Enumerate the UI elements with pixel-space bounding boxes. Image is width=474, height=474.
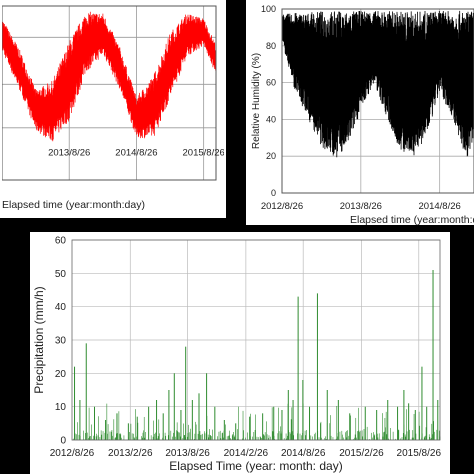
y-tick-label: 20 [266,151,276,161]
x-tick-label: 2015/2/26 [339,448,384,459]
x-tick-label: 2014/2/26 [224,448,269,459]
precipitation-chart: 0 10 20 30 40 50 60 2012/8/26 2013/2/26 2013/8/26… [32,236,442,474]
humidity-chart-panel: 0 20 40 60 80 100 2012/8/26 2013/8/26 2014/8/26 R… [246,0,474,225]
plot-area-border [281,8,474,194]
x-tick-label: 2013/8/26 [165,448,210,459]
temperature-chart-panel: 2013/8/26 2014/8/26 2015/8/26 Elapsed time … [0,0,226,218]
y-axis-label: Relative Humidity (%) [251,53,262,149]
x-tick-label: 2015/8/26 [183,148,224,159]
precipitation-chart-panel: 0 10 20 30 40 50 60 2012/8/26 2013/2/26 2013/8/26… [30,232,450,474]
humidity-series-line [281,10,474,158]
x-tick-label: 2012/8/26 [261,201,303,212]
plot-area-border [71,239,441,441]
y-tick-label: 80 [266,41,276,51]
y-axis-label: Precipitation (mm/h) [32,286,46,393]
x-axis-label: Elapsed time (year:month:day) [350,214,474,225]
y-tick-label: 100 [261,4,276,14]
y-tick-label: 0 [271,188,276,198]
y-tick-label: 40 [266,114,276,124]
temperature-chart: 2013/8/26 2014/8/26 2015/8/26 Elapsed time … [2,5,224,211]
x-tick-label: 2014/8/26 [115,148,157,159]
y-tick-label: 0 [60,436,66,447]
y-tick-label: 10 [55,402,67,413]
y-tick-label: 60 [266,78,276,88]
y-tick-label: 20 [55,369,67,380]
y-tick-label: 30 [55,336,67,347]
y-tick-label: 50 [55,269,67,280]
plot-area-border [2,5,217,181]
x-tick-label: 2014/8/26 [419,201,461,212]
y-tick-label: 60 [55,236,67,247]
x-tick-label: 2012/8/26 [50,448,95,459]
temperature-series-line [2,11,217,142]
y-tick-label: 40 [55,302,67,313]
x-axis-label: Elapsed Time (year: month: day) [169,459,342,473]
x-tick-label: 2013/8/26 [340,201,382,212]
humidity-chart: 0 20 40 60 80 100 2012/8/26 2013/8/26 2014/8/26 R… [251,4,474,225]
x-tick-label: 2013/8/26 [48,148,90,159]
x-tick-label: 2015/8/26 [397,448,442,459]
x-axis-label: Elapsed time (year:month:day) [2,199,145,211]
x-tick-label: 2013/2/26 [108,448,153,459]
x-tick-label: 2014/8/26 [281,448,326,459]
